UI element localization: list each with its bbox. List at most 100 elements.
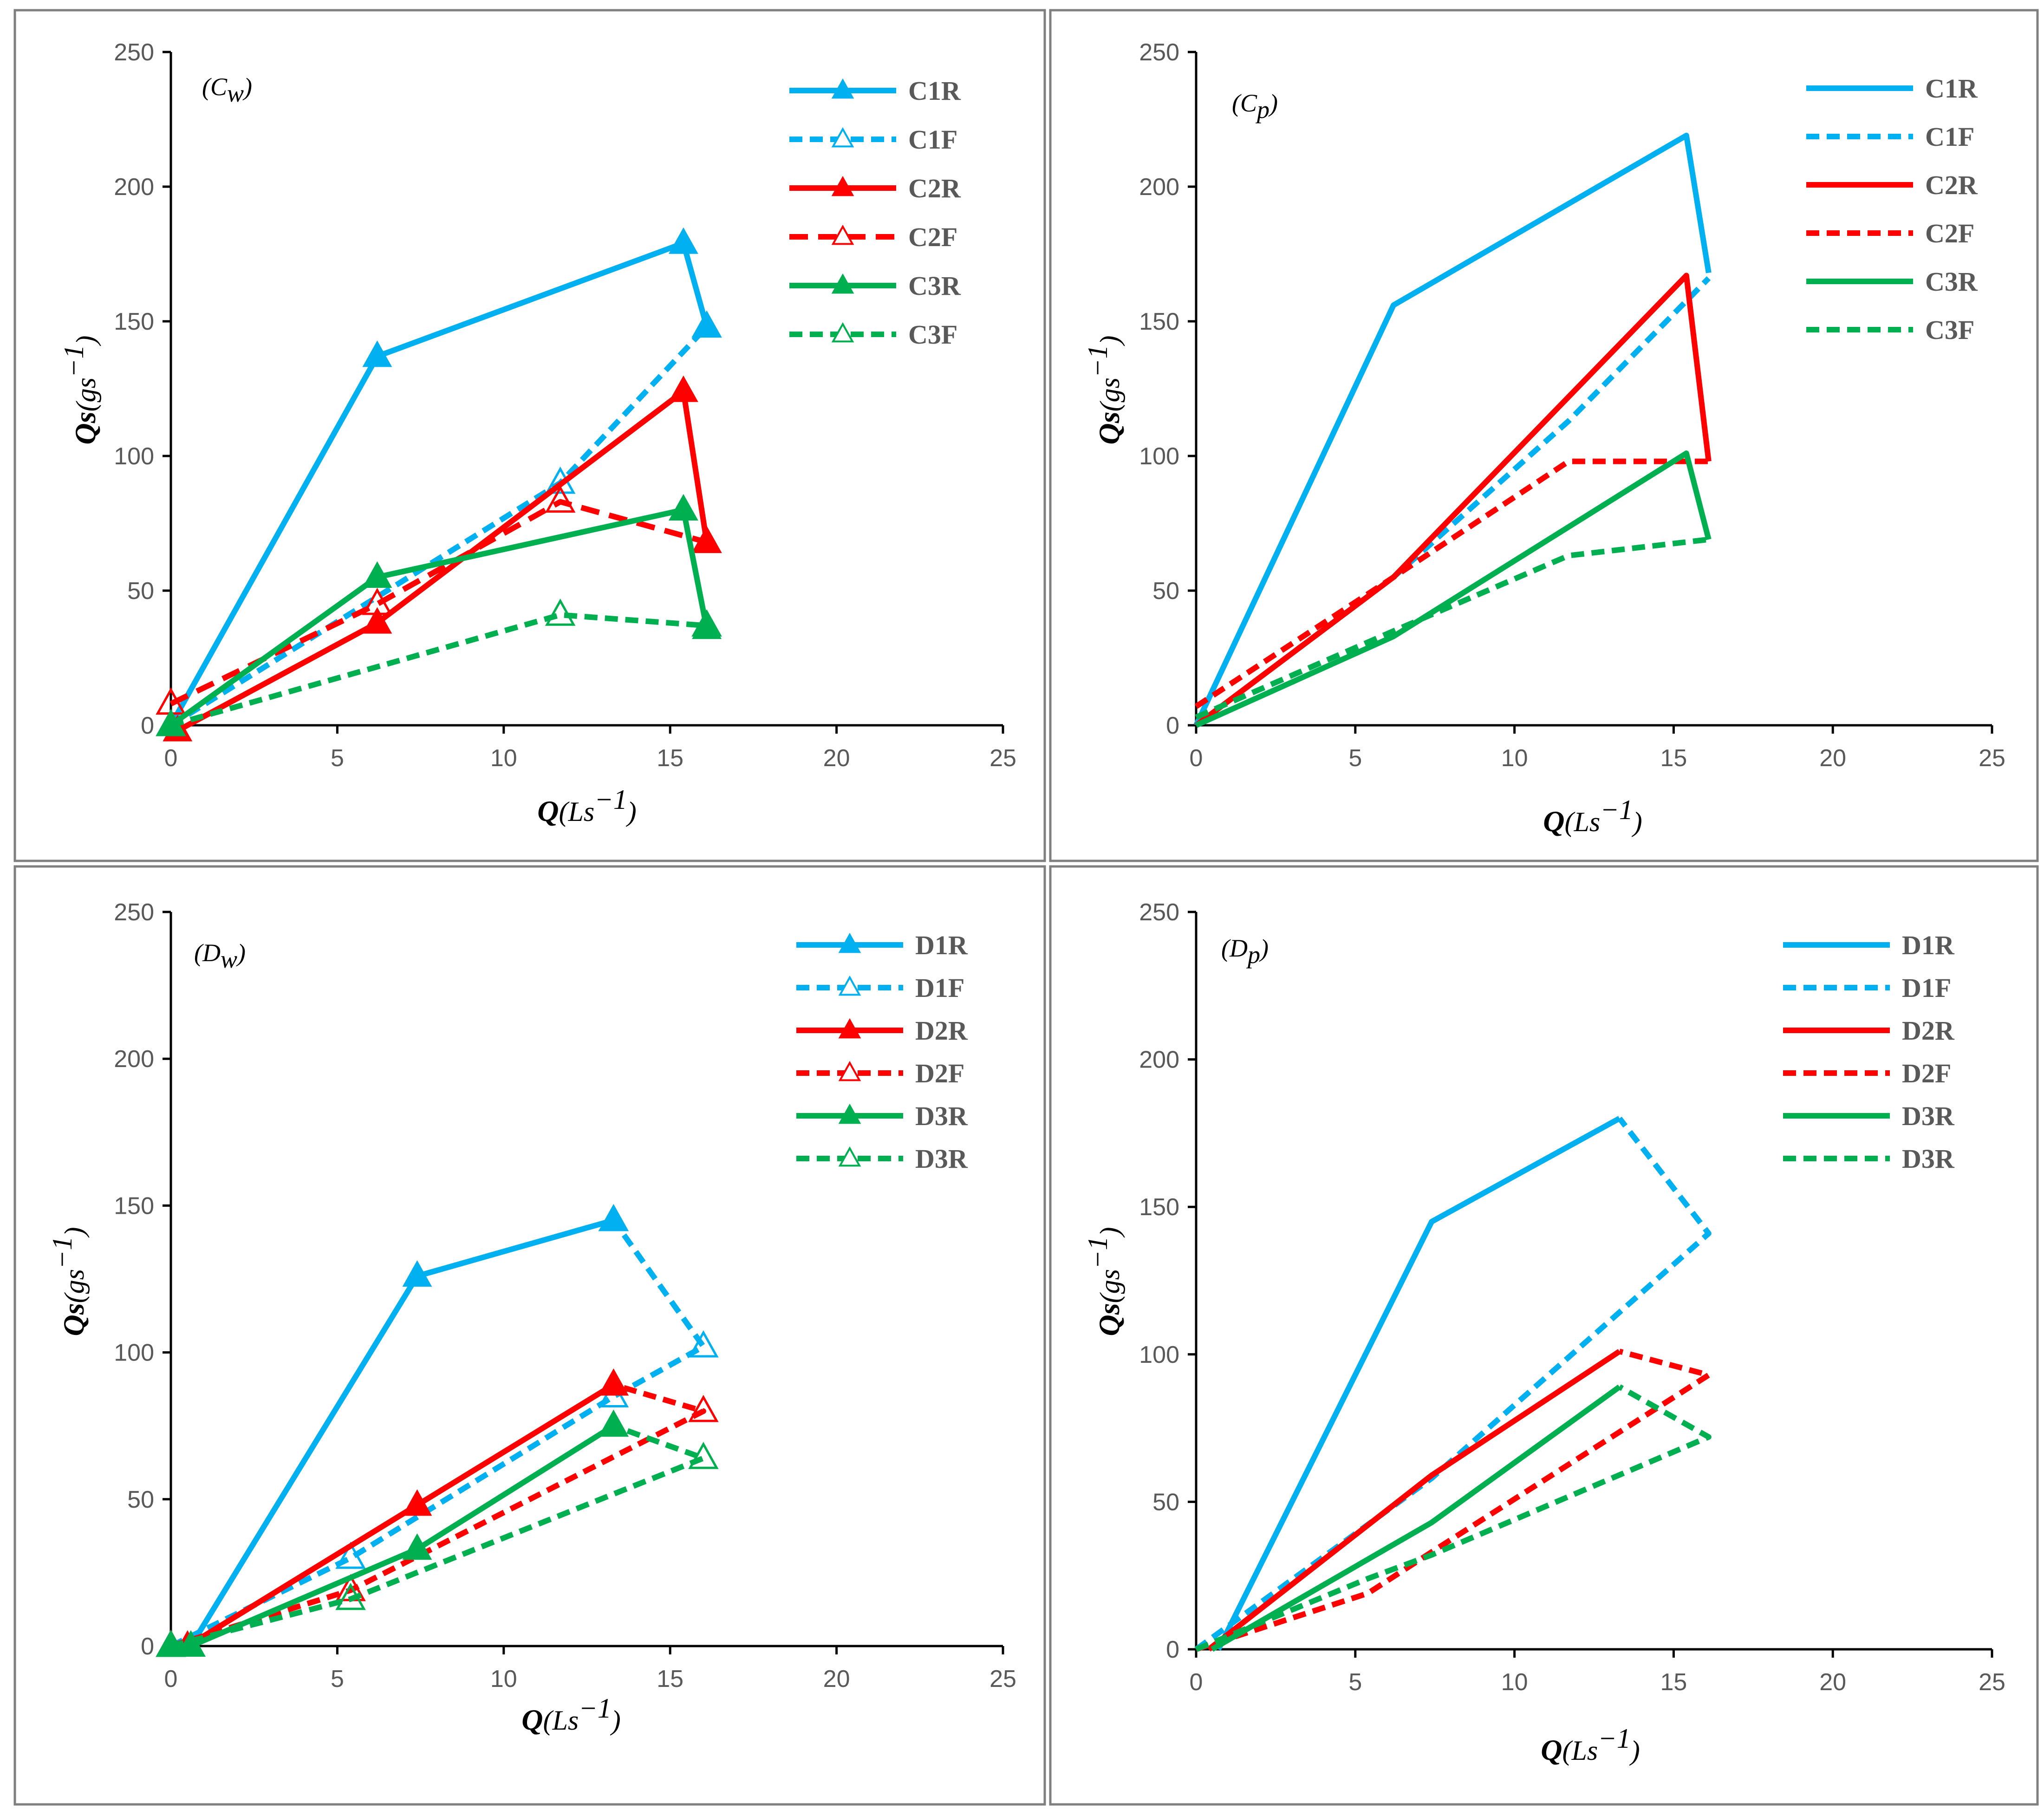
panel-label-sub: p (1246, 941, 1260, 969)
panel-label-main: (C (202, 73, 228, 101)
y-tick-label: 50 (1152, 578, 1179, 605)
legend-label: D1R (1902, 930, 1955, 960)
panel-Dp: 0 5 10 15 20 25050100150200250Q(Ls−1)Qs(gs−1)… (1049, 865, 2039, 1806)
series-point (362, 587, 393, 615)
x-axis-unit: (Ls (559, 796, 595, 827)
legend: C1R C1F C2R C2F C3R C3F (1806, 73, 1978, 345)
y-axis-unit-close: ) (1094, 336, 1125, 346)
series-line (176, 388, 710, 733)
panel-label-sub: p (1255, 96, 1269, 124)
panel-frame (13, 9, 1046, 862)
legend-label: C1F (908, 124, 957, 155)
y-axis-unit-close: ) (1094, 1227, 1125, 1238)
legend-label: D3R (1902, 1144, 1955, 1174)
x-tick-label: 25 (989, 745, 1016, 772)
series-C3F-5 (156, 599, 722, 736)
y-axis-title: Qs(gs−1) (1082, 336, 1126, 445)
x-tick-label: 0 (1190, 1669, 1203, 1696)
y-axis-unit-close: ) (71, 336, 101, 346)
x-axis-symbol: Q (1541, 1733, 1562, 1766)
series-line (1194, 273, 1712, 728)
y-tick-label: 150 (1139, 1194, 1179, 1221)
legend: D1R D1F D2R D2F D3R D3R (796, 930, 968, 1174)
legend-marker (831, 176, 854, 196)
y-tick-label: 0 (141, 712, 154, 739)
y-axis-title: Qs(gs−1) (59, 336, 102, 445)
y-axis-unit: (gs (1094, 1269, 1125, 1303)
panel-frame (1049, 865, 2039, 1806)
y-tick-label: 150 (114, 308, 154, 335)
legend: D1R D1F D2R D2F D3R D3R (1783, 930, 1955, 1174)
x-axis-title: Q(Ls−1) (1541, 1723, 1640, 1766)
y-tick-label: 50 (1152, 1489, 1179, 1516)
legend-marker (831, 273, 854, 294)
x-tick-label: 15 (1660, 1669, 1687, 1696)
x-tick-label: 25 (1979, 745, 2005, 772)
series-C3R-4 (1195, 450, 1712, 728)
x-axis-title: Q(Ls−1) (521, 1693, 620, 1736)
y-tick-label: 200 (114, 174, 154, 201)
series-C3R-4 (156, 494, 722, 736)
y-tick-label: 0 (141, 1633, 154, 1660)
x-tick-label: 10 (1501, 745, 1528, 772)
y-tick-label: 150 (1139, 308, 1179, 335)
series-point (598, 1204, 629, 1231)
legend-label: C3R (908, 271, 961, 301)
series-point (362, 561, 392, 588)
series-point (156, 709, 186, 736)
series-point (402, 1489, 432, 1516)
panel-label-close: ) (236, 939, 246, 967)
x-axis-unit-sup: −1 (594, 784, 627, 815)
legend-label: D2R (1902, 1015, 1955, 1046)
series-line (1216, 1116, 1621, 1651)
x-axis-unit: (Ls (1562, 1735, 1598, 1766)
y-tick-label: 100 (1139, 1341, 1179, 1368)
y-axis-unit-close: ) (59, 1227, 90, 1238)
y-tick-label: 150 (114, 1192, 154, 1219)
panel-Cw: 0 5 10 15 20 25050100150200250Q(Ls−1)Qs(gs−1)… (13, 9, 1046, 862)
legend-marker (831, 127, 854, 148)
y-axis-symbol: Qs (1093, 1303, 1126, 1336)
legend-label: C3F (1925, 315, 1974, 345)
series-line (169, 1218, 706, 1649)
panel-Dw: 0 5 10 15 20 25050100150200250Q(Ls−1)Qs(gs−1)… (13, 865, 1046, 1806)
series-line (169, 507, 710, 728)
x-tick-label: 10 (490, 745, 517, 772)
series-point (545, 599, 576, 626)
series-D1R-0 (1216, 1116, 1621, 1651)
legend-marker (838, 975, 861, 996)
series-point (691, 526, 722, 553)
x-tick-label: 20 (1819, 1669, 1846, 1696)
y-axis-title: Qs(gs−1) (1082, 1227, 1126, 1336)
y-tick-label: 250 (114, 899, 154, 926)
series-point (362, 340, 392, 367)
legend-label: D1F (915, 973, 964, 1003)
x-axis-unit-close: ) (1632, 807, 1642, 837)
series-line (1195, 1384, 1712, 1652)
legend-label: C2R (908, 173, 961, 203)
panel-label: (Cp) (1232, 89, 1278, 124)
legend-label: D1F (1902, 973, 1951, 1003)
y-tick-label: 250 (1139, 39, 1179, 66)
legend-marker (838, 1146, 861, 1167)
x-tick-label: 15 (1660, 745, 1687, 772)
legend: C1R C1F C2R C2F C3R C3F (789, 76, 961, 350)
x-axis-symbol: Q (537, 794, 559, 827)
series-line (168, 240, 710, 727)
legend-label: C2F (1925, 218, 1974, 248)
series-line (1195, 536, 1709, 720)
x-axis-unit-sup: −1 (1600, 794, 1633, 825)
series-C2R-2 (1194, 273, 1712, 728)
series-point (691, 310, 722, 338)
series-point (598, 1409, 629, 1437)
x-axis-unit-sup: −1 (579, 1693, 612, 1724)
y-tick-label: 50 (127, 1486, 154, 1513)
y-tick-label: 200 (1139, 1047, 1179, 1074)
legend-marker (831, 322, 854, 343)
x-axis-unit: (Ls (543, 1705, 579, 1736)
y-axis-symbol: Qs (1093, 411, 1126, 444)
y-axis-unit: (gs (71, 378, 101, 411)
series-point (692, 612, 722, 639)
legend-marker (831, 78, 854, 99)
